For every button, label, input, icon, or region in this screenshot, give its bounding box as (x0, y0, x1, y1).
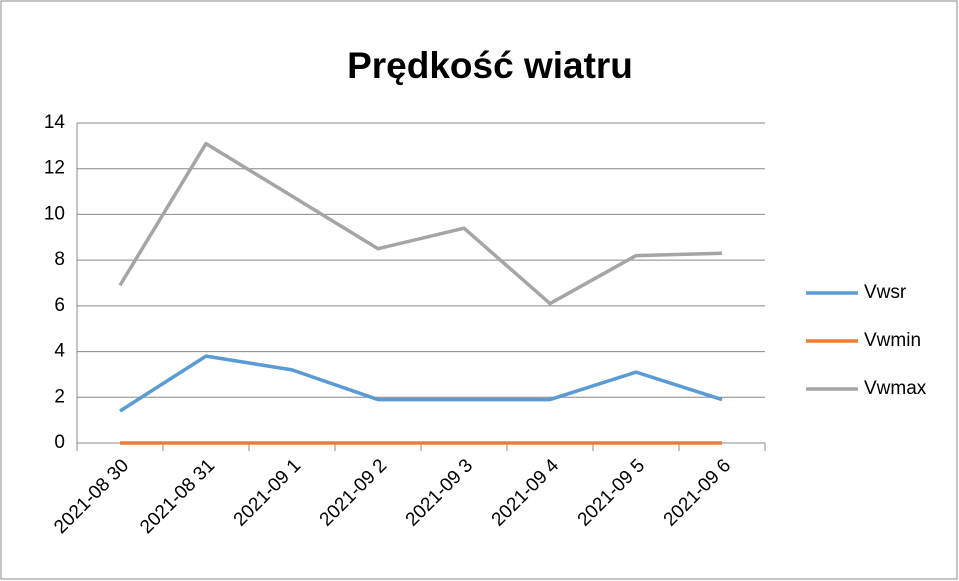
legend-label: Vwmin (864, 330, 921, 351)
series-line (119, 354, 723, 413)
y-tick-label: 8 (54, 249, 65, 270)
y-tick-label: 2 (54, 386, 65, 407)
y-tick-label: 6 (54, 295, 65, 316)
legend-label: Vwsr (864, 282, 907, 303)
y-tick-label: 12 (44, 158, 65, 179)
y-tick-label: 0 (54, 432, 65, 453)
legend-label: Vwmax (864, 378, 927, 399)
y-tick-label: 14 (44, 112, 66, 133)
series-line (118, 141, 723, 306)
y-tick-label: 10 (44, 203, 65, 224)
chart-title: Prędkość wiatru (347, 45, 633, 86)
y-tick-label: 4 (54, 341, 65, 362)
